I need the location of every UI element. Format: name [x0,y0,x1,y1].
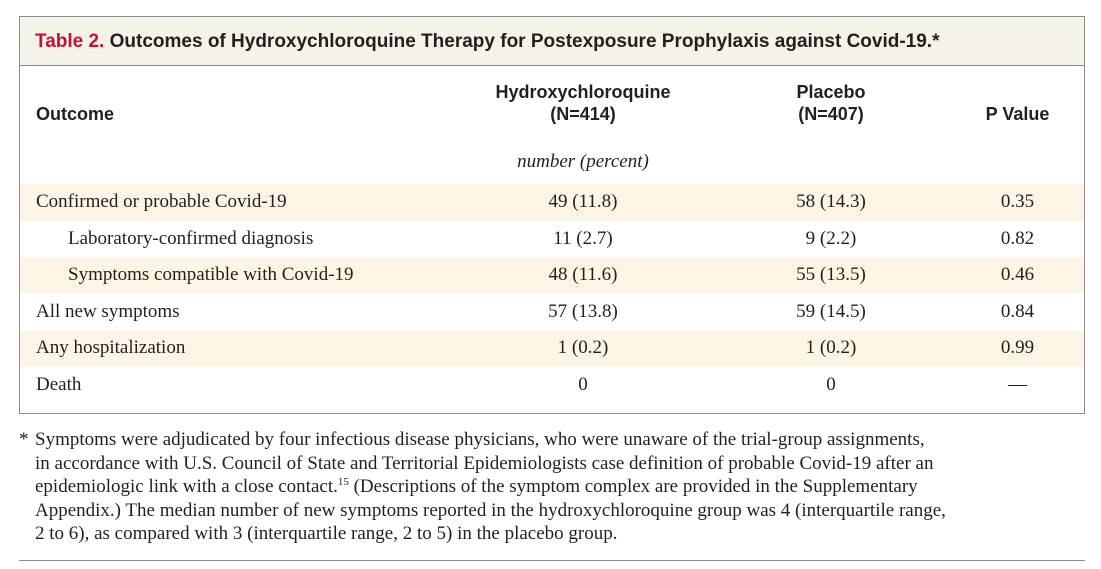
reference-superscript: 15 [337,476,349,488]
footnote-line: in accordance with U.S. Council of State… [35,452,934,474]
table-row: Any hospitalization 1 (0.2) 1 (0.2) 0.99 [20,330,1084,367]
row-placebo-value: 1 (0.2) [805,337,857,358]
row-placebo-value: 55 (13.5) [796,264,866,285]
outcomes-table: Table 2. Outcomes of Hydroxychloroquine … [19,16,1085,414]
footnote-line-part: epidemiologic link with a close contact. [35,476,338,497]
table-row: All new symptoms 57 (13.8) 59 (14.5) 0.8… [20,294,1084,331]
header-hcq-n: (N=414) [550,104,616,124]
row-label: Laboratory-confirmed diagnosis [68,227,314,249]
row-label: Confirmed or probable Covid-19 [36,191,287,212]
footnote-line-part: (Descriptions of the symptom complex are… [348,476,918,497]
table-caption: Table 2. Outcomes of Hydroxychloroquine … [20,17,1084,66]
table-title: Outcomes of Hydroxychloroquine Therapy f… [109,31,940,52]
row-p-value: 0.35 [1000,191,1035,212]
header-hcq-name: Hydroxychloroquine [495,82,671,102]
row-hcq-value: 0 [578,373,588,395]
header-placebo: Placebo (N=407) [728,81,934,125]
row-p-value: — [1008,373,1027,395]
table-row: Symptoms compatible with Covid-19 48 (11… [20,257,1084,294]
footnote-line: 2 to 6), as compared with 3 (interquarti… [35,523,618,544]
row-hcq-value: 49 (11.8) [548,191,618,212]
row-placebo-value: 9 (2.2) [805,227,857,249]
row-placebo-value: 0 [826,373,836,395]
table-row: Laboratory-confirmed diagnosis 11 (2.7) … [20,221,1084,258]
header-p-value: P Value [985,104,1050,124]
row-p-value: 0.84 [1000,300,1035,322]
footnote-marker: * [19,429,29,450]
row-placebo-value: 58 (14.3) [796,191,866,212]
header-placebo-name: Placebo [796,82,866,102]
table-label: Table 2. [35,31,105,52]
units-label: number (percent) [517,151,649,172]
row-p-value: 0.99 [1000,337,1035,358]
row-hcq-value: 1 (0.2) [557,337,609,358]
table-footnote: * Symptoms were adjudicated by four infe… [19,428,1085,546]
header-outcome: Outcome [36,104,115,124]
row-label: All new symptoms [36,300,180,322]
header-placebo-n: (N=407) [798,104,864,124]
row-hcq-value: 11 (2.7) [553,227,613,249]
row-label: Death [36,373,82,395]
row-p-value: 0.46 [1000,264,1035,285]
row-label: Symptoms compatible with Covid-19 [68,264,354,285]
footnote-line: Symptoms were adjudicated by four infect… [35,429,925,450]
footnote-text: Symptoms were adjudicated by four infect… [19,428,1085,546]
table-row: Death 0 0 — [20,367,1084,404]
header-hydroxychloroquine: Hydroxychloroquine (N=414) [480,81,686,125]
row-placebo-value: 59 (14.5) [796,300,866,322]
footnote-line: Appendix.) The median number of new symp… [35,499,946,521]
table-row: Confirmed or probable Covid-19 49 (11.8)… [20,184,1084,221]
row-p-value: 0.82 [1000,227,1035,249]
row-hcq-value: 48 (11.6) [548,264,618,285]
footnote-line: epidemiologic link with a close contact.… [35,475,1085,499]
row-hcq-value: 57 (13.8) [548,300,618,322]
bottom-divider [19,560,1085,561]
row-label: Any hospitalization [36,337,186,358]
